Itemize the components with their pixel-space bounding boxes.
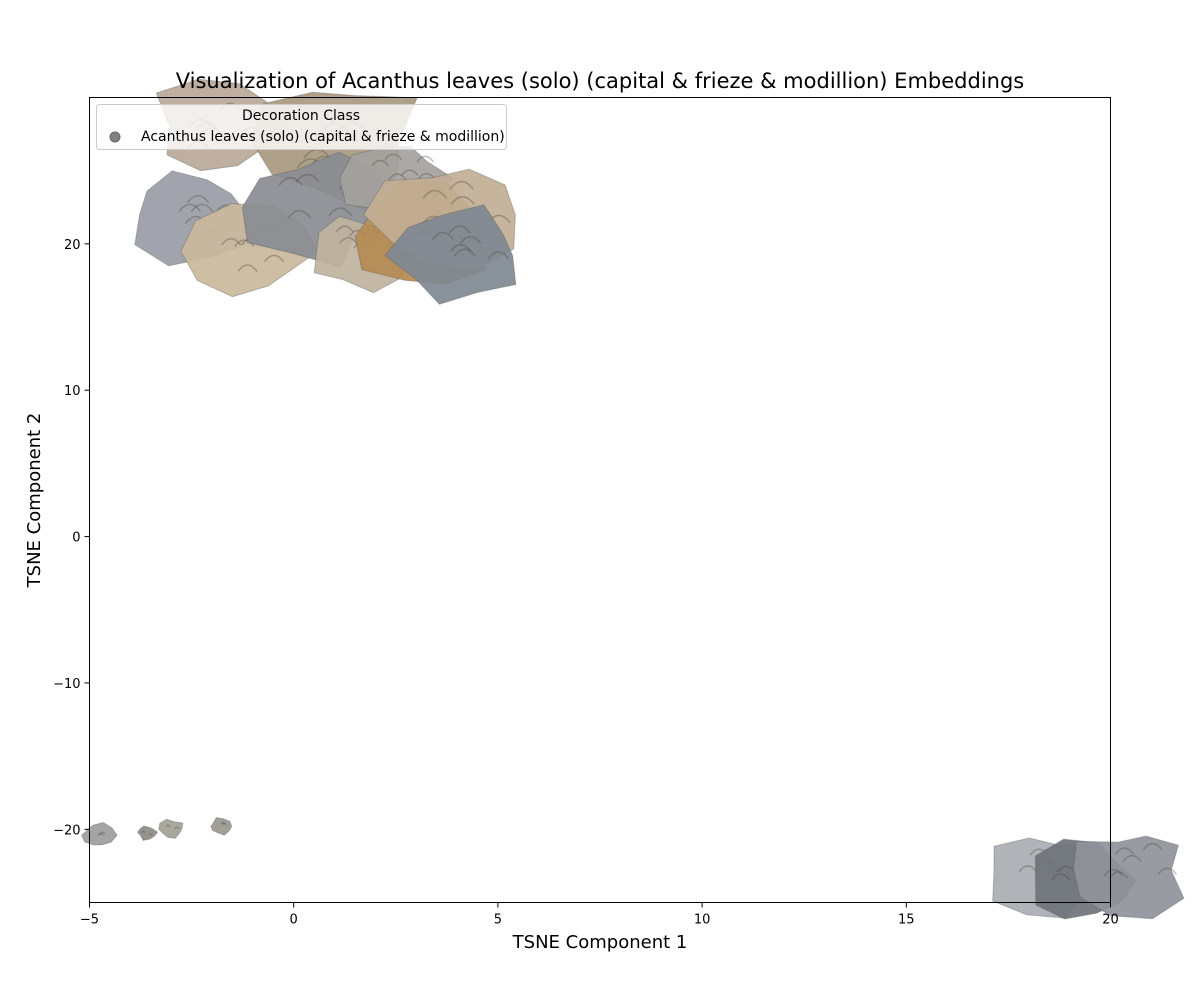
x-tick-label: −5 bbox=[80, 913, 99, 928]
x-tick-label: 10 bbox=[694, 913, 711, 928]
x-axis-label: TSNE Component 1 bbox=[512, 932, 688, 953]
y-tick-label: 0 bbox=[72, 531, 80, 546]
x-tick-label: 15 bbox=[898, 913, 915, 928]
y-tick-label: 20 bbox=[64, 238, 81, 253]
legend: Decoration Class Acanthus leaves (solo) … bbox=[96, 104, 507, 150]
x-tick-label: 5 bbox=[494, 913, 502, 928]
plot-frame bbox=[89, 97, 1111, 903]
legend-entry-label: Acanthus leaves (solo) (capital & frieze… bbox=[141, 129, 505, 145]
y-axis-label: TSNE Component 2 bbox=[24, 413, 45, 589]
data-point bbox=[210, 817, 233, 836]
data-point bbox=[158, 818, 184, 839]
points-layer bbox=[80, 78, 1185, 920]
data-point bbox=[384, 204, 517, 305]
y-tick-label: −10 bbox=[53, 677, 80, 692]
legend-title: Decoration Class bbox=[242, 108, 360, 124]
chart-title: Visualization of Acanthus leaves (solo) … bbox=[176, 69, 1024, 93]
data-point bbox=[80, 821, 118, 846]
legend-marker bbox=[109, 131, 121, 143]
legend-frame bbox=[96, 104, 507, 150]
data-point bbox=[136, 825, 159, 841]
y-axis: −20 −10 0 10 20 bbox=[53, 238, 90, 838]
y-tick-label: 10 bbox=[64, 384, 81, 399]
x-tick-label: 0 bbox=[290, 913, 298, 928]
x-tick-label: 20 bbox=[1102, 913, 1119, 928]
y-tick-label: −20 bbox=[53, 823, 80, 838]
x-axis: −5 0 5 10 15 20 bbox=[80, 902, 1119, 928]
